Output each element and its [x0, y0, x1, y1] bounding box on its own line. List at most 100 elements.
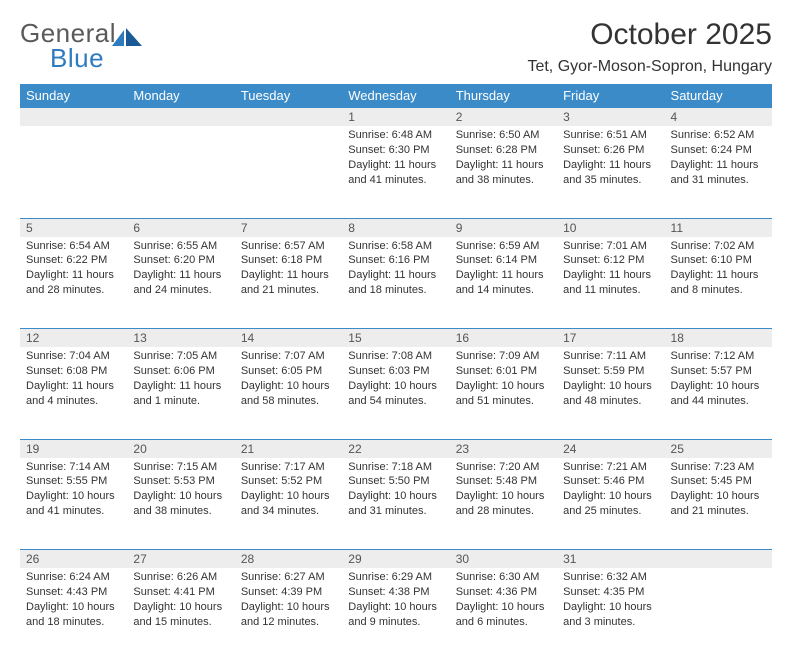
- day-data-cell: Sunrise: 6:30 AMSunset: 4:36 PMDaylight:…: [450, 568, 557, 660]
- sunset: Sunset: 6:14 PM: [456, 253, 551, 268]
- day-number: 1: [342, 108, 449, 126]
- daylight: Daylight: 11 hours and 8 minutes.: [671, 268, 766, 298]
- sunrise: Sunrise: 7:21 AM: [563, 460, 658, 475]
- day-data: Sunrise: 7:20 AMSunset: 5:48 PMDaylight:…: [450, 458, 557, 525]
- sunrise: Sunrise: 6:30 AM: [456, 570, 551, 585]
- day-number-cell: 14: [235, 329, 342, 348]
- day-number-cell: 1: [342, 108, 449, 127]
- day-number-cell: 16: [450, 329, 557, 348]
- sunset: Sunset: 4:41 PM: [133, 585, 228, 600]
- day-number-cell: 22: [342, 439, 449, 458]
- day-number-cell: 23: [450, 439, 557, 458]
- sunrise: Sunrise: 7:18 AM: [348, 460, 443, 475]
- day-data-cell: Sunrise: 7:04 AMSunset: 6:08 PMDaylight:…: [20, 347, 127, 439]
- day-data: Sunrise: 7:08 AMSunset: 6:03 PMDaylight:…: [342, 347, 449, 414]
- day-header: Monday: [127, 84, 234, 108]
- day-header: Tuesday: [235, 84, 342, 108]
- week-data-row: Sunrise: 6:54 AMSunset: 6:22 PMDaylight:…: [20, 237, 772, 329]
- week-number-row: 19202122232425: [20, 439, 772, 458]
- sunset: Sunset: 6:05 PM: [241, 364, 336, 379]
- day-number-cell: [20, 108, 127, 127]
- sunset: Sunset: 6:03 PM: [348, 364, 443, 379]
- day-data-cell: Sunrise: 6:48 AMSunset: 6:30 PMDaylight:…: [342, 126, 449, 218]
- day-number-cell: 10: [557, 218, 664, 237]
- day-number: [235, 108, 342, 112]
- day-data: Sunrise: 7:17 AMSunset: 5:52 PMDaylight:…: [235, 458, 342, 525]
- day-number: 20: [127, 440, 234, 458]
- sunset: Sunset: 6:16 PM: [348, 253, 443, 268]
- day-number: [20, 108, 127, 112]
- day-number-cell: [665, 550, 772, 569]
- sunset: Sunset: 6:30 PM: [348, 143, 443, 158]
- day-data-cell: Sunrise: 6:52 AMSunset: 6:24 PMDaylight:…: [665, 126, 772, 218]
- daylight: Daylight: 10 hours and 51 minutes.: [456, 379, 551, 409]
- week-data-row: Sunrise: 6:24 AMSunset: 4:43 PMDaylight:…: [20, 568, 772, 660]
- day-number-cell: [235, 108, 342, 127]
- sunrise: Sunrise: 6:59 AM: [456, 239, 551, 254]
- day-number-cell: 31: [557, 550, 664, 569]
- day-data: [127, 126, 234, 134]
- sunset: Sunset: 5:50 PM: [348, 474, 443, 489]
- day-data-cell: Sunrise: 6:32 AMSunset: 4:35 PMDaylight:…: [557, 568, 664, 660]
- daylight: Daylight: 10 hours and 38 minutes.: [133, 489, 228, 519]
- day-data: Sunrise: 6:51 AMSunset: 6:26 PMDaylight:…: [557, 126, 664, 193]
- week-number-row: 1234: [20, 108, 772, 127]
- day-number: 26: [20, 550, 127, 568]
- day-data: Sunrise: 6:52 AMSunset: 6:24 PMDaylight:…: [665, 126, 772, 193]
- day-data-cell: Sunrise: 7:20 AMSunset: 5:48 PMDaylight:…: [450, 458, 557, 550]
- week-data-row: Sunrise: 6:48 AMSunset: 6:30 PM Daylight:…: [20, 126, 772, 218]
- day-number: 27: [127, 550, 234, 568]
- day-number: [127, 108, 234, 112]
- day-header: Sunday: [20, 84, 127, 108]
- daylight: Daylight: 11 hours and 31 minutes.: [671, 158, 766, 188]
- day-data-cell: [20, 126, 127, 218]
- day-data-cell: Sunrise: 6:27 AMSunset: 4:39 PMDaylight:…: [235, 568, 342, 660]
- day-data-cell: Sunrise: 6:50 AMSunset: 6:28 PMDaylight:…: [450, 126, 557, 218]
- sunrise: Sunrise: 6:55 AM: [133, 239, 228, 254]
- header: General Blue October 2025 Tet, Gyor-Moso…: [20, 18, 772, 76]
- title-block: October 2025 Tet, Gyor-Moson-Sopron, Hun…: [527, 18, 772, 76]
- day-data: Sunrise: 6:57 AMSunset: 6:18 PMDaylight:…: [235, 237, 342, 304]
- day-number: 13: [127, 329, 234, 347]
- sunrise: Sunrise: 6:58 AM: [348, 239, 443, 254]
- day-number: 21: [235, 440, 342, 458]
- day-data-cell: Sunrise: 6:58 AMSunset: 6:16 PMDaylight:…: [342, 237, 449, 329]
- day-data-cell: Sunrise: 6:57 AMSunset: 6:18 PMDaylight:…: [235, 237, 342, 329]
- daylight: Daylight: 10 hours and 48 minutes.: [563, 379, 658, 409]
- day-number: [665, 550, 772, 554]
- day-data: Sunrise: 7:12 AMSunset: 5:57 PMDaylight:…: [665, 347, 772, 414]
- daylight: Daylight: 10 hours and 12 minutes.: [241, 600, 336, 630]
- day-number-cell: 19: [20, 439, 127, 458]
- sunrise: Sunrise: 7:08 AM: [348, 349, 443, 364]
- sunset: Sunset: 6:28 PM: [456, 143, 551, 158]
- day-number-cell: 13: [127, 329, 234, 348]
- day-data-cell: Sunrise: 6:59 AMSunset: 6:14 PMDaylight:…: [450, 237, 557, 329]
- day-data-cell: [665, 568, 772, 660]
- sunrise: Sunrise: 6:32 AM: [563, 570, 658, 585]
- day-data-cell: Sunrise: 7:18 AMSunset: 5:50 PMDaylight:…: [342, 458, 449, 550]
- day-number-cell: 12: [20, 329, 127, 348]
- day-number-cell: 29: [342, 550, 449, 569]
- day-number-cell: 5: [20, 218, 127, 237]
- sunset: Sunset: 6:20 PM: [133, 253, 228, 268]
- sunrise: Sunrise: 6:48 AM: [348, 128, 443, 143]
- day-data: Sunrise: 6:59 AMSunset: 6:14 PMDaylight:…: [450, 237, 557, 304]
- sunrise: Sunrise: 6:29 AM: [348, 570, 443, 585]
- daylight: Daylight: 11 hours and 28 minutes.: [26, 268, 121, 298]
- sunrise: Sunrise: 6:51 AM: [563, 128, 658, 143]
- day-data: [665, 568, 772, 576]
- day-number: 2: [450, 108, 557, 126]
- daylight: Daylight: 10 hours and 54 minutes.: [348, 379, 443, 409]
- day-data: Sunrise: 7:15 AMSunset: 5:53 PMDaylight:…: [127, 458, 234, 525]
- sunset: Sunset: 5:45 PM: [671, 474, 766, 489]
- day-data: Sunrise: 7:09 AMSunset: 6:01 PMDaylight:…: [450, 347, 557, 414]
- day-data: Sunrise: 6:54 AMSunset: 6:22 PMDaylight:…: [20, 237, 127, 304]
- month-title: October 2025: [527, 18, 772, 52]
- daylight: Daylight: 10 hours and 25 minutes.: [563, 489, 658, 519]
- day-number-cell: 25: [665, 439, 772, 458]
- day-number-cell: 17: [557, 329, 664, 348]
- sunrise: Sunrise: 7:23 AM: [671, 460, 766, 475]
- day-number-cell: 24: [557, 439, 664, 458]
- daylight: Daylight: 10 hours and 21 minutes.: [671, 489, 766, 519]
- day-data-cell: Sunrise: 7:15 AMSunset: 5:53 PMDaylight:…: [127, 458, 234, 550]
